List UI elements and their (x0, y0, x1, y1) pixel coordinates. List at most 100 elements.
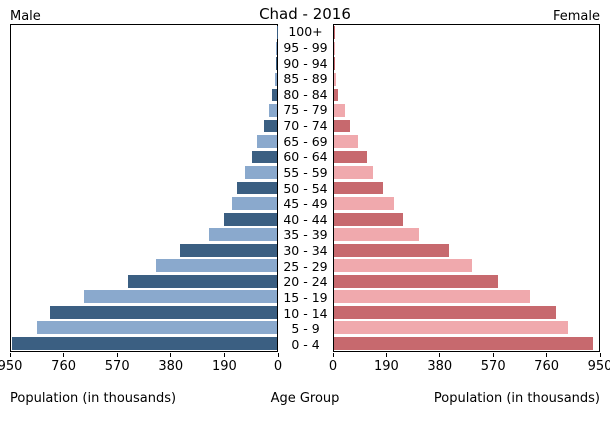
female-bar-row-45-49 (334, 196, 599, 212)
age-group-label-30-34: 30 - 34 (283, 243, 328, 259)
female-bar-70-74 (334, 119, 350, 133)
female-bar-65-69 (334, 135, 358, 148)
male-x-axis: 0 190 380 570 760 950 (0, 353, 282, 377)
age-group-axis-title: Age Group (270, 391, 340, 406)
male-bar-15-19 (84, 290, 277, 304)
male-bar-row-10-14 (11, 305, 277, 321)
female-bar-row-70-74 (334, 118, 599, 134)
male-bar-60-64 (252, 150, 277, 164)
female-bar-row-90-94 (334, 56, 599, 72)
female-bar-25-29 (334, 259, 472, 273)
male-bar-70-74 (264, 119, 277, 133)
female-bar-55-59 (334, 166, 374, 179)
female-bars-panel (333, 24, 600, 352)
male-bar-35-39 (208, 228, 277, 242)
age-group-label-90-94: 90 - 94 (283, 55, 328, 71)
male-bar-row-40-44 (11, 211, 277, 227)
male-bar-row-75-79 (11, 103, 277, 119)
female-bar-row-5-9 (334, 320, 599, 336)
male-bar-row-70-74 (11, 118, 277, 134)
male-bar-75-79 (268, 104, 277, 117)
female-bar-row-80-84 (334, 87, 599, 103)
age-group-label-95-99: 95 - 99 (283, 39, 328, 55)
age-group-label-0-4: 0 - 4 (291, 336, 320, 352)
male-axis-title: Population (in thousands) (10, 391, 177, 406)
female-axis-tick-mark-190 (385, 353, 387, 357)
age-group-labels-column: 100+ 95 - 99 90 - 94 85 - 89 80 - 84 75 - 79 7… (278, 24, 333, 352)
male-bar-45-49 (231, 197, 277, 210)
age-group-label-65-69: 65 - 69 (283, 133, 328, 149)
age-group-label-85-89: 85 - 89 (283, 71, 328, 87)
male-bar-55-59 (244, 166, 277, 179)
male-bar-row-25-29 (11, 258, 277, 274)
female-axis-tick-label-190: 190 (373, 359, 399, 374)
age-group-label-40-44: 40 - 44 (283, 211, 328, 227)
female-bar-50-54 (334, 181, 383, 195)
female-axis-tick-mark-380 (439, 353, 441, 357)
female-axis-tick-label-570: 570 (480, 359, 506, 374)
pyramid-plot-area: 100+ 95 - 99 90 - 94 85 - 89 80 - 84 75 - 79 7… (10, 24, 600, 352)
female-bar-45-49 (334, 197, 394, 210)
male-axis-tick-label-950: 950 (0, 359, 23, 374)
female-axis-tick-label-380: 380 (427, 359, 453, 374)
male-bar-95-99 (276, 41, 277, 55)
female-bar-row-20-24 (334, 274, 599, 290)
male-axis-tick-label-570: 570 (104, 359, 130, 374)
female-bar-row-0-4 (334, 336, 599, 352)
female-axis-tick-mark-0 (332, 353, 334, 357)
male-bar-30-34 (179, 243, 277, 257)
female-bar-15-19 (334, 290, 531, 304)
female-bar-row-50-54 (334, 180, 599, 196)
female-bar-row-65-69 (334, 134, 599, 150)
male-bar-row-0-4 (11, 336, 277, 352)
male-bar-row-30-34 (11, 242, 277, 258)
age-group-label-25-29: 25 - 29 (283, 258, 328, 274)
female-bar-row-95-99 (334, 41, 599, 57)
female-bar-80-84 (334, 88, 339, 102)
male-bar-row-35-39 (11, 227, 277, 243)
male-axis-tick-mark-380 (170, 353, 172, 357)
male-bar-10-14 (50, 305, 277, 319)
male-bar-row-45-49 (11, 196, 277, 212)
female-bar-row-55-59 (334, 165, 599, 181)
female-bar-5-9 (334, 321, 568, 335)
male-bar-85-89 (274, 72, 277, 86)
male-axis-tick-label-380: 380 (158, 359, 184, 374)
age-group-label-100plus: 100+ (288, 24, 323, 40)
female-axis-tick-mark-570 (492, 353, 494, 357)
age-group-label-75-79: 75 - 79 (283, 102, 328, 118)
age-group-label-80-84: 80 - 84 (283, 86, 328, 102)
male-bar-row-15-19 (11, 289, 277, 305)
female-bar-row-75-79 (334, 103, 599, 119)
male-bar-65-69 (257, 135, 277, 148)
female-bar-row-30-34 (334, 242, 599, 258)
male-bar-row-60-64 (11, 149, 277, 165)
female-bar-row-25-29 (334, 258, 599, 274)
male-axis-tick-label-760: 760 (51, 359, 77, 374)
male-bar-row-90-94 (11, 56, 277, 72)
female-bar-75-79 (334, 104, 345, 117)
male-bar-0-4 (11, 337, 277, 350)
age-group-label-55-59: 55 - 59 (283, 164, 328, 180)
female-bar-10-14 (334, 305, 556, 319)
age-group-label-45-49: 45 - 49 (283, 196, 328, 212)
female-bar-row-85-89 (334, 72, 599, 88)
chart-title: Chad - 2016 (259, 5, 351, 23)
male-bar-90-94 (275, 57, 277, 71)
female-bar-row-35-39 (334, 227, 599, 243)
male-axis-tick-mark-950 (9, 353, 11, 357)
female-bar-90-94 (334, 57, 336, 71)
age-group-label-10-14: 10 - 14 (283, 305, 328, 321)
male-bar-row-85-89 (11, 72, 277, 88)
female-side-label: Female (552, 9, 600, 24)
male-bar-row-55-59 (11, 165, 277, 181)
male-bar-50-54 (236, 181, 277, 195)
male-bar-5-9 (36, 321, 277, 335)
male-bar-20-24 (127, 274, 277, 288)
male-bars-panel (10, 24, 278, 352)
male-side-label: Male (10, 9, 41, 24)
male-axis-tick-mark-0 (277, 353, 279, 357)
female-axis-tick-mark-950 (599, 353, 601, 357)
female-bar-60-64 (334, 150, 367, 164)
